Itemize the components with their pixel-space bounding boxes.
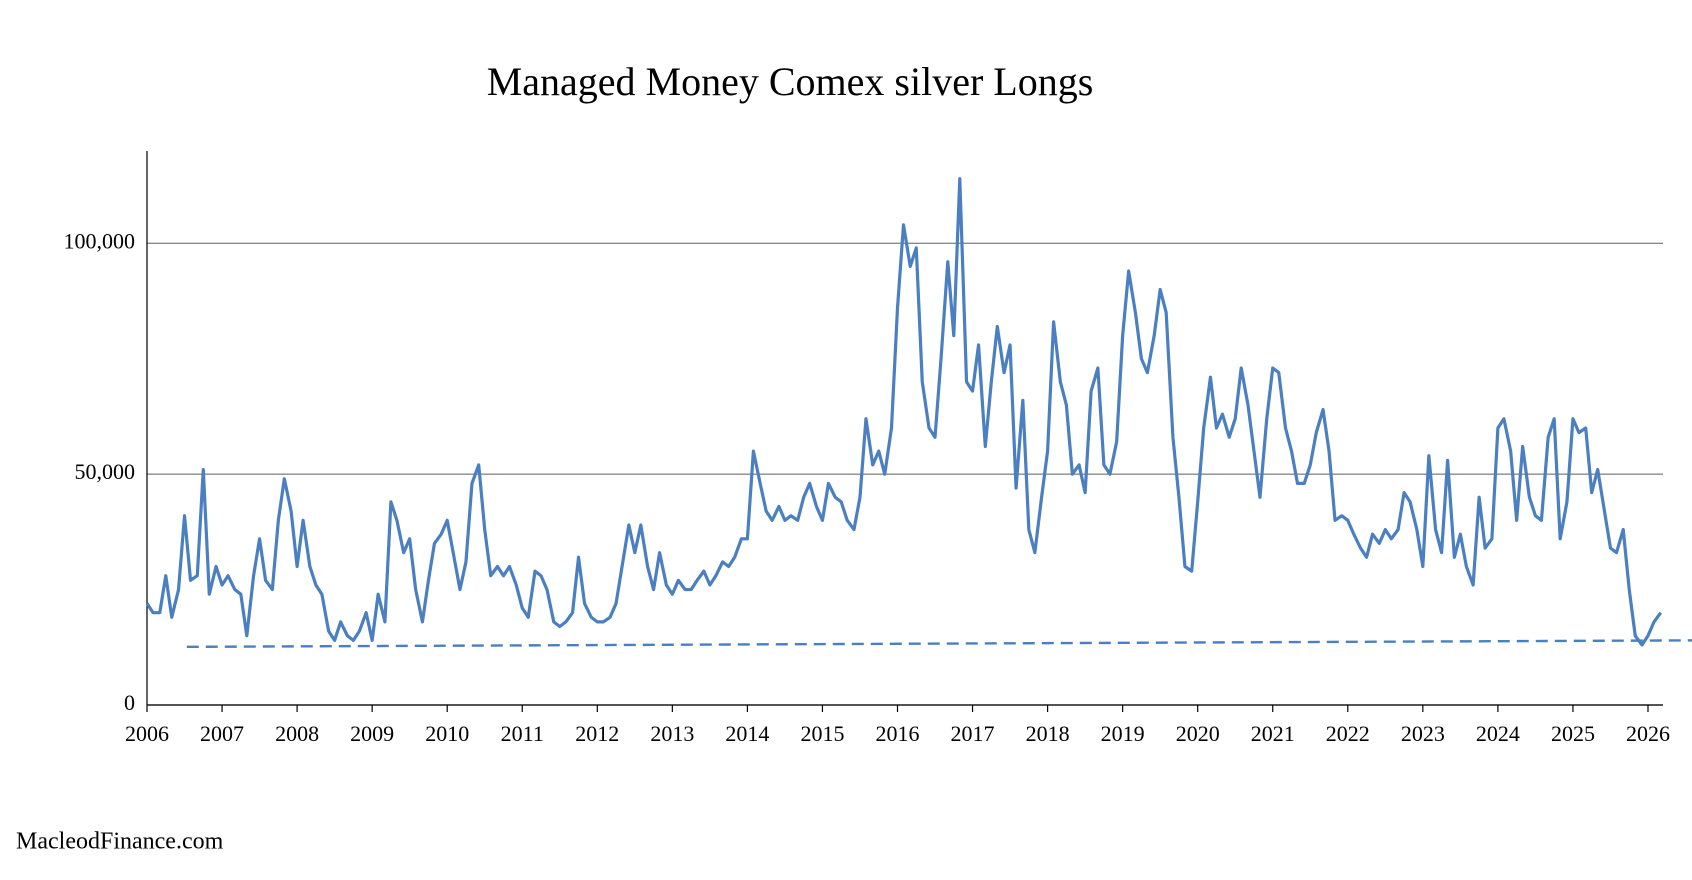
x-tick-label: 2018 xyxy=(1026,721,1070,746)
x-tick-label: 2025 xyxy=(1551,721,1595,746)
x-tick-label: 2024 xyxy=(1476,721,1520,746)
y-tick-label: 50,000 xyxy=(75,459,136,484)
x-tick-label: 2007 xyxy=(200,721,244,746)
y-tick-label: 0 xyxy=(124,690,135,715)
footer: MacleodFinance.com xyxy=(16,829,224,855)
data-line xyxy=(145,177,1663,647)
trend-line xyxy=(186,639,1692,649)
x-tick-label: 2026 xyxy=(1626,721,1670,746)
x-tick-label: 2017 xyxy=(951,721,995,746)
x-tick-label: 2023 xyxy=(1401,721,1445,746)
x-tick-label: 2019 xyxy=(1101,721,1145,746)
x-tick-label: 2014 xyxy=(725,721,769,746)
x-tick-label: 2021 xyxy=(1251,721,1295,746)
x-tick-label: 2011 xyxy=(501,721,544,746)
x-tick-label: 2020 xyxy=(1176,721,1220,746)
x-tick-label: 2013 xyxy=(650,721,694,746)
x-tick-label: 2009 xyxy=(350,721,394,746)
x-tick-label: 2008 xyxy=(275,721,319,746)
x-tick-label: 2016 xyxy=(875,721,919,746)
y-tick-label: 100,000 xyxy=(64,228,136,253)
x-tick-label: 2012 xyxy=(575,721,619,746)
chart-title: Managed Money Comex silver Longs xyxy=(487,59,1094,104)
x-tick-label: 2015 xyxy=(800,721,844,746)
x-tick-label: 2022 xyxy=(1326,721,1370,746)
x-tick-label: 2006 xyxy=(125,721,169,746)
x-tick-label: 2010 xyxy=(425,721,469,746)
